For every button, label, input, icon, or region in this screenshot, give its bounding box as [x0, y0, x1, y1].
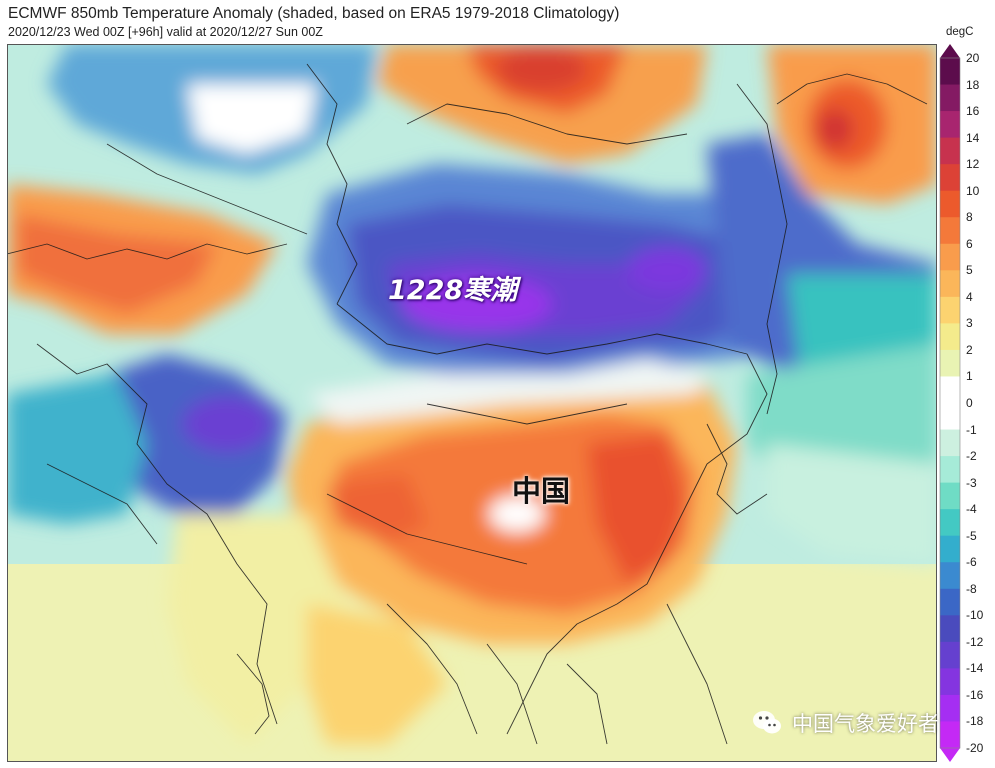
- legend-unit: degC: [946, 26, 974, 38]
- legend-tick-label: -4: [966, 502, 977, 517]
- legend-swatch: [940, 111, 960, 139]
- legend-arrow-bottom: [940, 748, 960, 762]
- legend-swatch: [940, 403, 960, 431]
- legend-swatch: [940, 509, 960, 537]
- legend-tick-label: 14: [966, 130, 980, 145]
- legend-swatch: [940, 190, 960, 218]
- legend-swatch: [940, 323, 960, 351]
- anomaly-map: [7, 44, 937, 762]
- legend-swatch: [940, 137, 960, 165]
- legend-swatch: [940, 296, 960, 324]
- wechat-icon: [753, 711, 781, 734]
- legend-tick-label: 18: [966, 77, 980, 92]
- legend-tick-label: -3: [966, 475, 977, 490]
- legend-swatch: [940, 721, 960, 749]
- legend-tick-label: -20: [966, 741, 984, 755]
- legend-swatch: [940, 84, 960, 112]
- legend-tick-label: -16: [966, 687, 984, 702]
- legend-swatch: [940, 58, 960, 86]
- legend-tick-label: -5: [966, 528, 977, 543]
- legend-tick-label: 4: [966, 289, 973, 304]
- legend-swatch: [940, 270, 960, 298]
- legend-swatch: [940, 376, 960, 404]
- legend-swatch: [940, 217, 960, 245]
- china-label: 中国: [512, 474, 571, 508]
- legend-tick-label: 1: [966, 369, 973, 384]
- legend-tick-label: -14: [966, 661, 984, 676]
- legend-tick-label: -1: [966, 422, 977, 437]
- watermark-text: 中国气象爱好者: [792, 712, 939, 736]
- legend-tick-label: -10: [966, 608, 984, 623]
- legend-swatch: [940, 243, 960, 271]
- map-subtitle: 2020/12/23 Wed 00Z [+96h] valid at 2020/…: [8, 25, 323, 39]
- legend-swatch: [940, 562, 960, 590]
- legend-swatch: [940, 429, 960, 457]
- legend-swatch: [940, 482, 960, 510]
- legend-swatch: [940, 535, 960, 563]
- legend-swatch: [940, 668, 960, 696]
- legend-tick-label: -18: [966, 714, 984, 729]
- legend-tick-label: 8: [966, 210, 973, 225]
- legend-arrow-top: [940, 44, 960, 58]
- legend-tick-label: -8: [966, 581, 977, 596]
- legend-tick-label: -2: [966, 449, 977, 464]
- map-title: ECMWF 850mb Temperature Anomaly (shaded,…: [8, 5, 620, 22]
- legend-swatch: [940, 694, 960, 723]
- legend-tick-label: -6: [966, 555, 977, 570]
- legend-tick-label: 20: [966, 51, 980, 65]
- legend-tick-label: 10: [966, 183, 980, 198]
- legend-swatch: [940, 641, 960, 669]
- legend-tick-label: 2: [966, 342, 973, 357]
- legend-swatch: [940, 588, 960, 616]
- legend-tick-label: 16: [966, 104, 980, 119]
- legend-swatch: [940, 349, 960, 378]
- legend-tick-label: 6: [966, 236, 973, 251]
- legend-tick-label: 5: [966, 263, 973, 278]
- color-legend: [939, 44, 961, 762]
- watermark: 中国气象爱好者: [750, 705, 939, 741]
- legend-swatch: [940, 456, 960, 484]
- legend-swatch: [940, 615, 960, 643]
- legend-tick-label: 0: [966, 396, 973, 410]
- legend-tick-label: 12: [966, 157, 980, 172]
- legend-tick-label: 3: [966, 316, 973, 331]
- legend-swatch: [940, 164, 960, 192]
- legend-tick-label: -12: [966, 634, 984, 649]
- cold-wave-label: 1228寒潮: [388, 275, 518, 306]
